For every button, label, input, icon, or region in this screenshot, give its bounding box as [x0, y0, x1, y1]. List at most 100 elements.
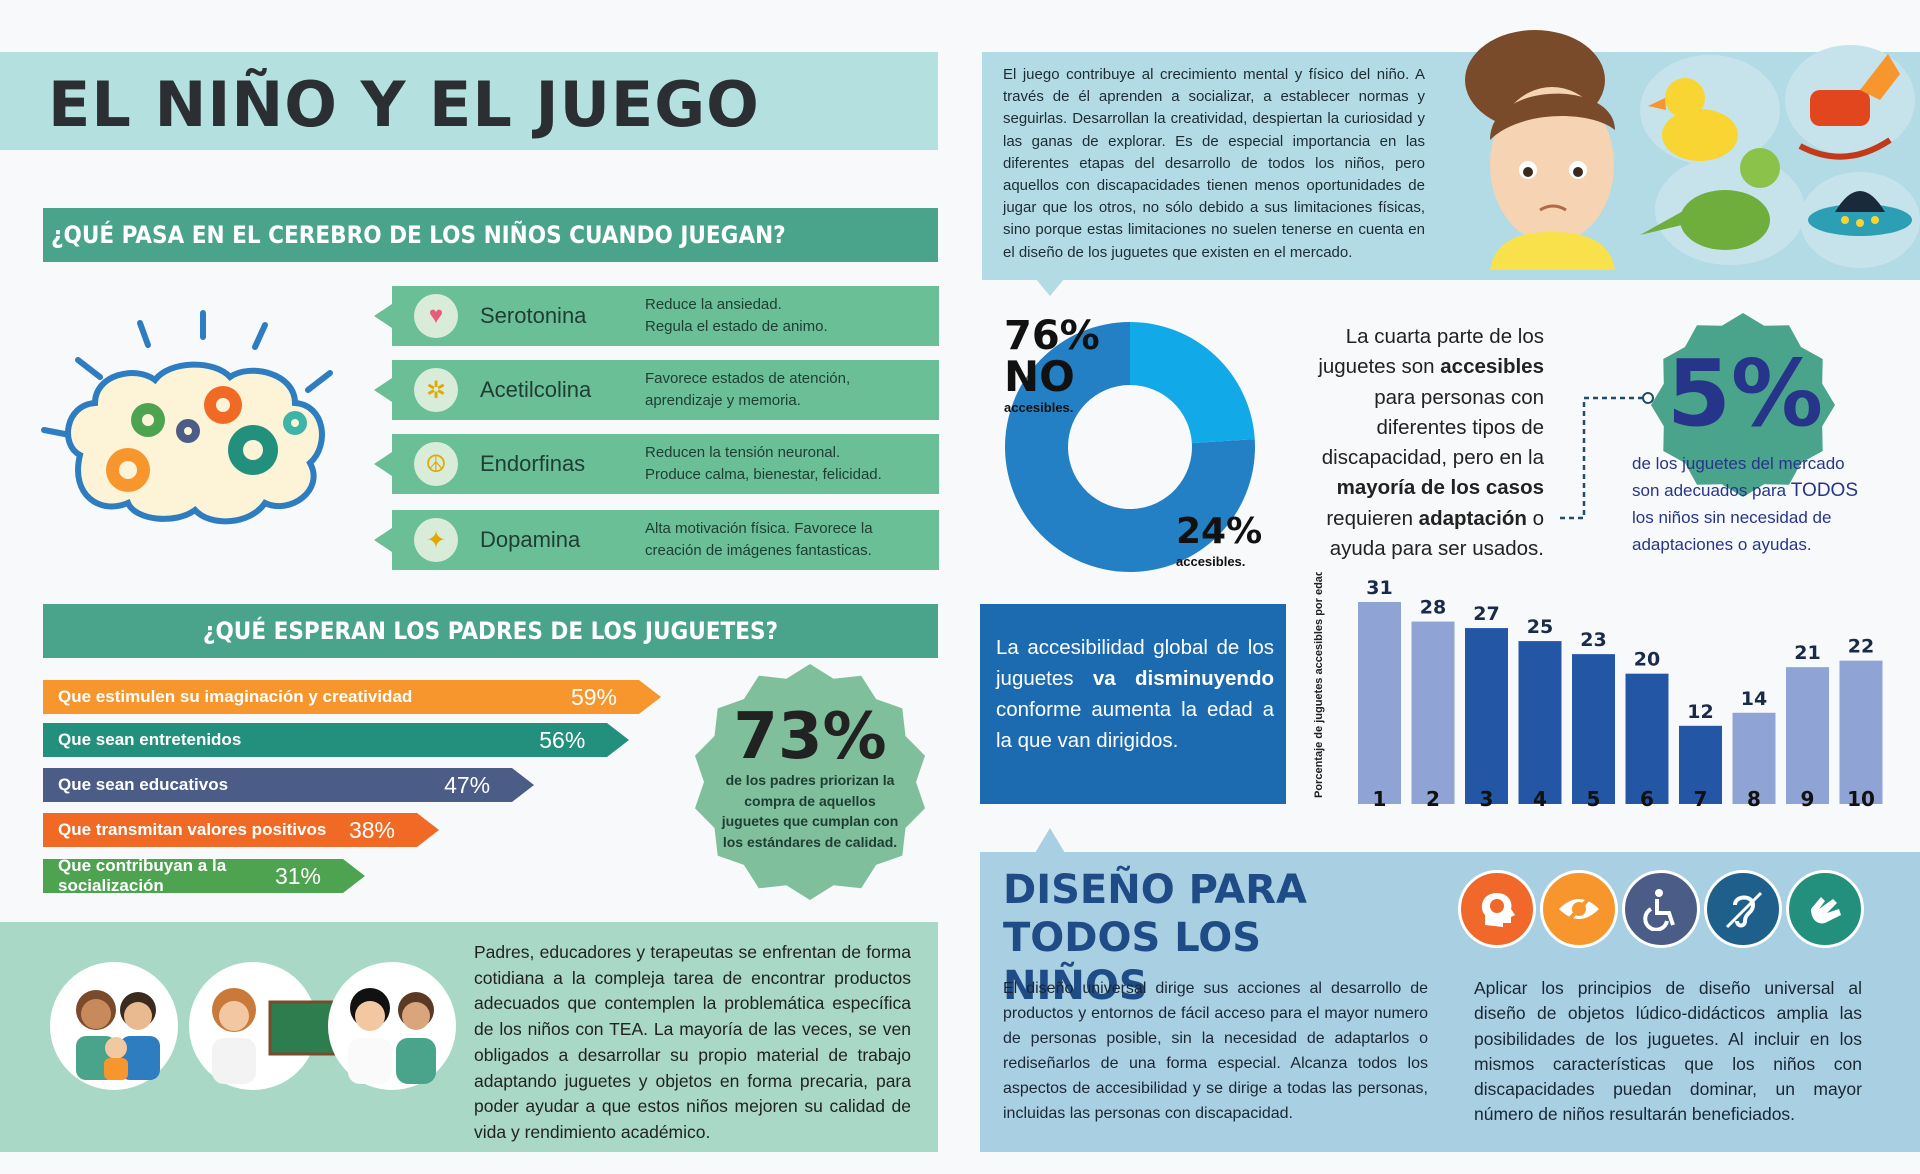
- chart-bar: [1411, 621, 1455, 804]
- chart-x-tick-label: 9: [1801, 787, 1815, 811]
- hearing-impairment-icon: [1704, 870, 1782, 948]
- duck-toy-icon: [1648, 78, 1738, 161]
- sad-girl-toys-illustration: [1465, 30, 1920, 270]
- title-band: [0, 52, 938, 150]
- ufo-toy-icon: [1808, 191, 1912, 236]
- dotted-connector: [1560, 392, 1654, 520]
- chart-data-label: 25: [1527, 616, 1553, 638]
- chart-data-label: 12: [1687, 701, 1713, 723]
- nt-row-endorfinas: ☮ Endorfinas Reducen la tensión neuronal…: [374, 434, 939, 494]
- chart-bar: [1358, 602, 1401, 804]
- wheelchair-icon: [1622, 870, 1700, 948]
- chart-bar: [1679, 725, 1722, 804]
- chart-bar: [1518, 641, 1562, 804]
- nt-desc: Favorece estados de atención, aprendizaje…: [645, 370, 851, 409]
- accessible-toys-donut: [1005, 322, 1255, 572]
- donut-yes-label: accesibles.: [1176, 554, 1246, 569]
- design-title: DISEÑO PARA TODOS LOS NIÑOS: [1003, 867, 1307, 1009]
- chart-data-label: 31: [1366, 577, 1392, 599]
- design-paragraph-2: Aplicar los principios de diseño univers…: [1474, 978, 1862, 1125]
- donut-no-word: NO: [1004, 352, 1075, 401]
- chart-data-label: 21: [1794, 642, 1820, 664]
- donut-slice-accessible: [1130, 322, 1255, 444]
- badge-73-text: de los padres priorizan la compra de aqu…: [721, 772, 899, 850]
- donut-no-label: accesibles.: [1004, 400, 1074, 415]
- molecule-icon: ✲: [414, 368, 458, 412]
- donut-no-pct: 76%: [1004, 313, 1100, 359]
- disability-icons-row: [1458, 870, 1864, 948]
- family-avatar: [50, 962, 178, 1090]
- chart-x-tick-label: 5: [1587, 787, 1601, 811]
- dinosaur-toy-icon: [1640, 148, 1780, 250]
- parent-bar: Que sean entretenidos 56%: [43, 723, 630, 757]
- nt-desc: Alta motivación física. Favorece la creac…: [645, 520, 873, 559]
- parent-bar-label: Que estimulen su imaginación y creativid…: [58, 687, 413, 706]
- quarter-paragraph: La cuarta parte de los juguetes son acce…: [1318, 325, 1544, 561]
- page-title: EL NIÑO Y EL JUEGO: [48, 68, 760, 141]
- chart-bar: [1625, 673, 1669, 804]
- parent-bar: Que transmitan valores positivos 38%: [43, 813, 439, 847]
- parent-bar-value: 38%: [348, 816, 395, 843]
- parent-bar-value: 56%: [539, 726, 586, 753]
- nt-name: Acetilcolina: [480, 377, 592, 402]
- seal-badge-5: [1651, 313, 1835, 497]
- chart-x-tick-label: 10: [1847, 787, 1875, 811]
- nt-name: Endorfinas: [480, 451, 586, 476]
- people-illustration: [50, 962, 456, 1090]
- nt-row-acetilcolina: ✲ Acetilcolina Favorece estados de atenc…: [374, 360, 939, 420]
- age-accessibility-bar-chart: Porcentaje de juguetes accesibles por ed…: [1313, 572, 1883, 811]
- chart-data-label: 20: [1634, 649, 1660, 671]
- parent-bar-label: Que transmitan valores positivos: [58, 820, 327, 839]
- intro-paragraph: El juego contribuye al crecimiento menta…: [1003, 66, 1425, 261]
- chart-x-tick-label: 7: [1694, 787, 1708, 811]
- nt-row-serotonina: ♥ Serotonina Reduce la ansiedad. Regula e…: [374, 286, 939, 346]
- teacher-avatar: [189, 962, 340, 1090]
- chart-data-label: 22: [1848, 636, 1874, 658]
- rocking-horse-icon: [1798, 54, 1900, 160]
- peace-icon: ☮: [414, 442, 458, 486]
- chart-x-tick-label: 8: [1747, 787, 1761, 811]
- brain-section-heading: ¿QUÉ PASA EN EL CEREBRO DE LOS NIÑOS CUA…: [43, 208, 938, 262]
- nt-desc: Reduce la ansiedad. Regula el estado de a…: [645, 296, 828, 335]
- chart-x-tick-label: 1: [1373, 787, 1387, 811]
- accessibility-panel: [980, 604, 1286, 804]
- badge-73-value: 73%: [733, 700, 887, 774]
- visual-impairment-icon: [1540, 870, 1618, 948]
- chart-data-label: 14: [1741, 688, 1767, 710]
- cognitive-head-icon: [1458, 870, 1536, 948]
- chart-data-label: 28: [1420, 597, 1446, 619]
- parent-bar: Que estimulen su imaginación y creativid…: [43, 680, 661, 714]
- sad-girl-icon: [1465, 30, 1615, 270]
- chart-data-label: 23: [1580, 629, 1606, 651]
- parent-bar-label: Que sean educativos: [58, 775, 229, 794]
- nt-name: Dopamina: [480, 527, 581, 552]
- chart-bar: [1786, 667, 1829, 804]
- donut-slice-no-accessible: [1005, 322, 1255, 572]
- design-paragraph-1: El diseño universal dirige sus acciones …: [1003, 980, 1428, 1122]
- chart-x-tick-label: 2: [1426, 787, 1440, 811]
- donut-yes-pct: 24%: [1176, 511, 1263, 552]
- nt-row-dopamina: ✦ Dopamina Alta motivación física. Favor…: [374, 510, 939, 570]
- badge-5-value: 5%: [1666, 340, 1824, 447]
- parent-bar-label: Que sean entretenidos: [58, 730, 242, 749]
- sign-language-icon: [1786, 870, 1864, 948]
- parent-bar: Que contribuyan a la socialización 31%: [43, 856, 365, 895]
- parent-bar-value: 47%: [444, 771, 491, 798]
- parent-bar-label: Que contribuyan a la socialización: [58, 856, 227, 895]
- tea-paragraph: Padres, educadores y terapeutas se enfre…: [474, 942, 911, 1142]
- magic-wand-icon: ✦: [414, 518, 458, 562]
- nt-name: Serotonina: [480, 303, 587, 328]
- chart-bar: [1572, 654, 1615, 804]
- accessibility-paragraph: La accesibilidad global de los juguetes …: [996, 636, 1274, 752]
- brain-gears-illustration: [41, 310, 333, 525]
- speech-pointer: [1035, 828, 1065, 853]
- parent-bar-value: 59%: [570, 683, 617, 710]
- parent-bar: Que sean educativos 47%: [43, 768, 535, 802]
- chart-bar: [1839, 660, 1883, 804]
- speech-pointer: [1035, 278, 1065, 296]
- nt-desc: Reducen la tensión neuronal. Produce calm…: [645, 444, 882, 483]
- seal-badge-73: [695, 664, 925, 900]
- chart-x-tick-label: 3: [1480, 787, 1494, 811]
- badge-5-text: de los juguetes del mercado son adecuado…: [1632, 454, 1859, 554]
- heart-icon: ♥: [414, 294, 458, 338]
